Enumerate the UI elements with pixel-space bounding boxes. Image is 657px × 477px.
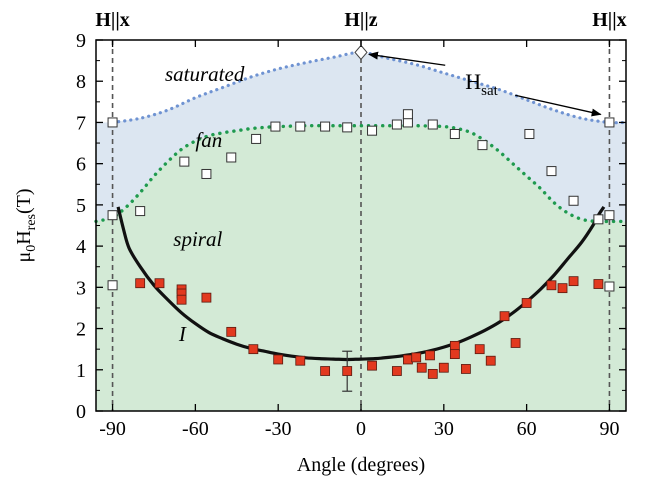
y-tick-label: 2 <box>76 319 86 341</box>
x-tick-label: -30 <box>265 418 292 440</box>
filled-square-point <box>403 354 413 365</box>
y-tick-label: 9 <box>76 30 86 52</box>
filled-square-point <box>201 292 212 303</box>
x-tick-label: 30 <box>434 418 454 440</box>
filled-square-point <box>367 360 377 371</box>
filled-square-point <box>521 298 532 308</box>
open-square-point <box>135 206 146 217</box>
filled-square-point <box>248 344 259 355</box>
filled-square-point <box>295 355 306 366</box>
open-square-point <box>568 195 579 206</box>
open-square-point <box>402 109 413 120</box>
region-label-0: saturated <box>165 62 245 86</box>
y-tick-label: 8 <box>76 71 86 93</box>
x-tick-label: -60 <box>182 418 209 440</box>
open-square-point <box>107 280 118 291</box>
y-tick-label: 7 <box>76 112 86 134</box>
filled-square-point <box>593 279 604 289</box>
region-label-3: I <box>178 322 187 346</box>
region-label-2: spiral <box>173 227 222 251</box>
open-square-point <box>427 119 438 130</box>
x-tick-label: 0 <box>356 418 366 440</box>
open-square-point <box>201 168 212 179</box>
filled-square-point <box>568 276 579 287</box>
top-orientation-label-0: H||x <box>95 9 129 31</box>
open-square-point <box>593 214 604 225</box>
filled-square-point <box>427 368 438 379</box>
open-square-point <box>604 210 615 221</box>
open-square-point <box>402 117 413 128</box>
filled-square-point <box>411 352 422 363</box>
y-tick-label: 5 <box>76 195 86 217</box>
open-square-point <box>546 166 557 177</box>
top-orientation-label-2: H||x <box>592 9 626 31</box>
hsat-annotation-label: Hsat <box>465 69 498 99</box>
filled-square-point <box>546 280 557 291</box>
open-square-point <box>524 128 535 139</box>
open-square-point <box>367 125 378 136</box>
top-orientation-label-1: H||z <box>344 9 377 31</box>
y-tick-label: 6 <box>76 154 86 176</box>
x-axis-title: Angle (degrees) <box>297 454 425 476</box>
filled-square-point <box>474 344 485 355</box>
filled-square-point <box>226 326 237 337</box>
hsat-arrow-left <box>368 51 446 66</box>
filled-square-point <box>154 278 165 289</box>
open-square-point <box>270 121 281 132</box>
filled-square-point <box>449 340 460 351</box>
filled-square-point <box>485 355 496 366</box>
filled-square-point <box>391 366 402 376</box>
x-tick-label: 90 <box>599 418 619 440</box>
filled-square-point <box>557 283 568 294</box>
y-tick-label: 0 <box>76 401 86 423</box>
open-square-point <box>107 117 118 128</box>
filled-square-point <box>449 349 460 360</box>
filled-square-point <box>460 364 471 374</box>
open-square-point <box>604 281 615 292</box>
filled-square-point <box>510 338 521 348</box>
open-square-point <box>251 133 262 144</box>
filled-square-point <box>438 362 449 373</box>
hsat-peak-diamond <box>354 44 368 61</box>
open-square-point <box>226 152 237 163</box>
filled-square-point <box>342 366 353 376</box>
open-square-point <box>391 119 402 130</box>
filled-square-point <box>273 354 284 365</box>
open-square-point <box>449 128 460 139</box>
open-square-point <box>179 156 190 167</box>
spiral-boundary-line <box>116 206 606 362</box>
filled-square-point <box>425 350 435 361</box>
y-axis-title: μ0Hres(T) <box>13 188 39 262</box>
fan-boundary-line <box>94 123 628 224</box>
hsat-arrow-right <box>515 94 602 117</box>
x-tick-label: 60 <box>517 418 537 440</box>
region-label-1: fan <box>195 128 222 152</box>
open-square-point <box>107 210 118 221</box>
filled-square-point <box>416 362 427 373</box>
filled-square-point <box>176 294 187 305</box>
open-square-point <box>604 117 615 128</box>
y-tick-label: 1 <box>76 360 86 382</box>
open-square-point <box>477 140 488 151</box>
y-tick-label: 4 <box>76 236 86 258</box>
open-square-point <box>342 122 353 133</box>
x-tick-label: -90 <box>99 418 126 440</box>
filled-square-point <box>499 311 510 322</box>
open-square-point <box>295 121 306 132</box>
filled-square-point <box>135 278 146 289</box>
open-square-point <box>320 121 331 132</box>
filled-square-point <box>320 366 331 376</box>
y-tick-label: 3 <box>76 277 86 299</box>
